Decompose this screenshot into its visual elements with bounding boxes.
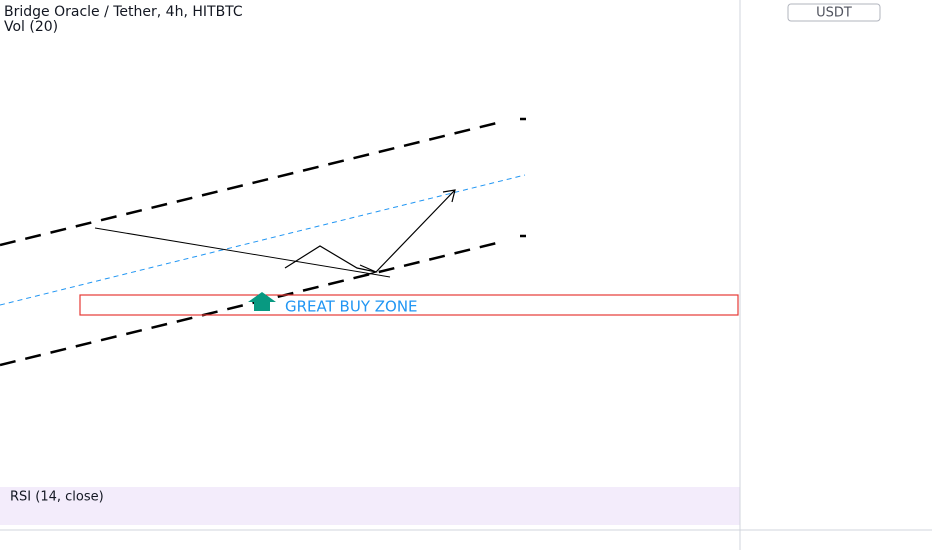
channel-mid (0, 174, 526, 306)
currency[interactable]: USDT (816, 6, 852, 21)
arrow-head (442, 189, 456, 203)
channel-lower (0, 239, 506, 367)
currency-box[interactable] (787, 3, 881, 22)
drawings (0, 117, 739, 367)
indicator-label: Vol (20) (4, 19, 58, 35)
projection-arrow (284, 189, 456, 273)
chart-title: Bridge Oracle / Tether, 4h, HITBTC (4, 4, 243, 20)
rsi-label: RSI (14, close) (10, 490, 104, 505)
arrow-head (359, 264, 378, 277)
rsi-pane (0, 487, 740, 525)
buy-zone (79, 294, 739, 316)
annotation: GREAT BUY ZONE (285, 298, 418, 316)
up-arrow-icon (248, 292, 276, 311)
channel-upper (0, 119, 506, 247)
triangle-line (94, 227, 391, 278)
